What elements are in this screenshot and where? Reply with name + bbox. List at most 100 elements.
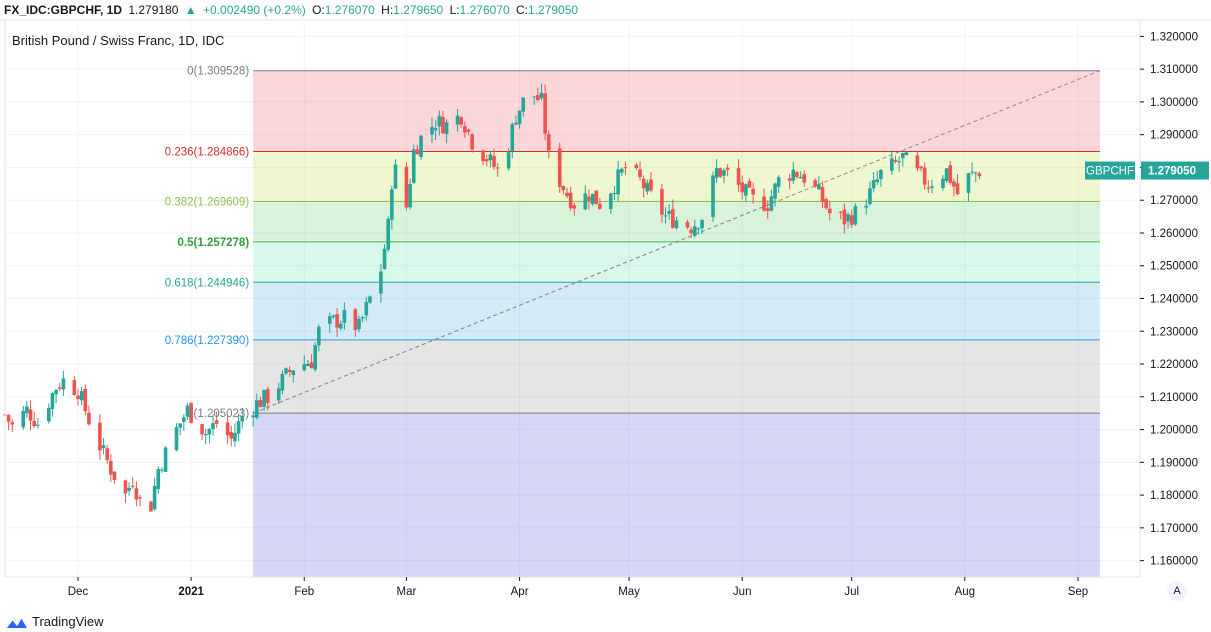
- candle-down: [225, 422, 230, 436]
- candle-down: [265, 388, 270, 404]
- candle-up: [944, 168, 949, 181]
- y-tick-label: 1.190000: [1150, 457, 1198, 469]
- x-tick-label: Apr: [511, 586, 529, 598]
- candle-up: [357, 318, 361, 330]
- candle-up: [583, 193, 588, 210]
- candle-down: [926, 187, 931, 189]
- candle-up: [846, 214, 850, 222]
- candle-down: [740, 182, 745, 193]
- candle-down: [649, 179, 653, 191]
- candle-up: [236, 421, 241, 434]
- candle-up: [714, 168, 719, 178]
- candle-down: [813, 180, 817, 187]
- candle-up: [46, 407, 51, 422]
- open-label: O:: [312, 3, 325, 17]
- candle-up: [437, 115, 442, 127]
- candle-down: [123, 480, 128, 494]
- candle-up: [590, 193, 595, 205]
- candle-down: [660, 189, 664, 215]
- symbol-label[interactable]: FX_IDC:GBPCHF, 1D: [4, 3, 123, 17]
- candle-down: [229, 432, 234, 439]
- candle-down: [404, 166, 409, 208]
- candle-up: [930, 186, 934, 188]
- candle-up: [54, 389, 58, 395]
- candle-up: [203, 434, 208, 436]
- candle-down: [87, 412, 91, 425]
- fib-zone-0.786: [253, 339, 1100, 414]
- fib-label-0: 0(1.309528): [187, 66, 249, 78]
- candle-down: [492, 155, 496, 168]
- candle-up: [941, 178, 945, 188]
- candle-down: [952, 181, 956, 187]
- candle-up: [875, 179, 880, 183]
- candle-up: [25, 406, 29, 414]
- candle-down: [572, 205, 577, 209]
- candle-up: [532, 96, 536, 98]
- x-tick-label: Jun: [733, 586, 752, 598]
- candle-up: [776, 177, 781, 187]
- candle-up: [868, 188, 872, 205]
- candle-up: [280, 373, 285, 391]
- candle-up: [744, 184, 748, 196]
- y-tick-label: 1.220000: [1150, 359, 1198, 371]
- x-tick-label: Mar: [397, 586, 417, 598]
- candle-up: [207, 429, 212, 435]
- y-tick-label: 1.200000: [1150, 425, 1198, 437]
- candle-up: [240, 416, 245, 422]
- candle-down: [287, 369, 292, 372]
- candle-up: [233, 432, 237, 442]
- candle-down: [309, 362, 314, 369]
- candle-up: [21, 410, 26, 428]
- candle-up: [276, 388, 281, 401]
- candle-up: [517, 110, 522, 125]
- x-tick-label: Aug: [955, 586, 975, 598]
- candle-up: [510, 124, 515, 151]
- axes: 1.3200001.3100001.3000001.2900001.280000…: [0, 19, 1211, 598]
- candle-up: [970, 171, 974, 173]
- tradingview-logo[interactable]: TradingView: [6, 614, 104, 630]
- candle-up: [255, 400, 259, 418]
- x-tick-label: Feb: [294, 586, 314, 598]
- candle-up: [386, 218, 390, 250]
- candle-up: [667, 211, 672, 214]
- candle-down: [795, 172, 799, 177]
- y-tick-label: 1.310000: [1150, 64, 1198, 76]
- y-tick-label: 1.270000: [1150, 195, 1198, 207]
- candle-down: [641, 178, 646, 189]
- y-tick-label: 1.230000: [1150, 326, 1198, 338]
- candle-down: [335, 314, 339, 328]
- candle-down: [130, 485, 135, 487]
- fib-label-0.236: 0.236(1.284866): [165, 146, 250, 158]
- candle-up: [488, 154, 493, 161]
- candle-down: [258, 400, 263, 408]
- fib-label-0.618: 0.618(1.244946): [165, 277, 250, 289]
- candle-down: [922, 167, 927, 185]
- candle-down: [470, 134, 474, 150]
- candle-down: [802, 174, 807, 183]
- candle-up: [455, 115, 460, 125]
- y-tick-label: 1.240000: [1150, 294, 1198, 306]
- candle-down: [842, 209, 847, 225]
- candle-up: [619, 168, 624, 173]
- candle-up: [539, 92, 544, 99]
- change-arrow-icon: ▲: [184, 3, 197, 17]
- candle-down: [466, 129, 471, 132]
- candle-down: [98, 422, 102, 451]
- candle-up: [773, 183, 777, 199]
- candle-up: [127, 487, 131, 491]
- y-tick-label: 1.210000: [1150, 392, 1198, 404]
- low-value: 1.276070: [459, 3, 510, 17]
- y-tick-label: 1.260000: [1150, 228, 1198, 240]
- candle-up: [61, 378, 66, 390]
- candle-up: [317, 326, 321, 346]
- change-value: +0.002490 (+0.2%): [203, 3, 306, 17]
- candle-down: [441, 117, 445, 134]
- candle-up: [791, 169, 796, 181]
- x-tick-label: Jul: [844, 586, 859, 598]
- price-tag-value: 1.279050: [1148, 166, 1196, 178]
- fib-label-0.382: 0.382(1.269609): [165, 196, 250, 208]
- candle-down: [587, 196, 591, 201]
- auto-scale-button[interactable]: A: [1167, 581, 1187, 601]
- candle-down: [820, 186, 825, 202]
